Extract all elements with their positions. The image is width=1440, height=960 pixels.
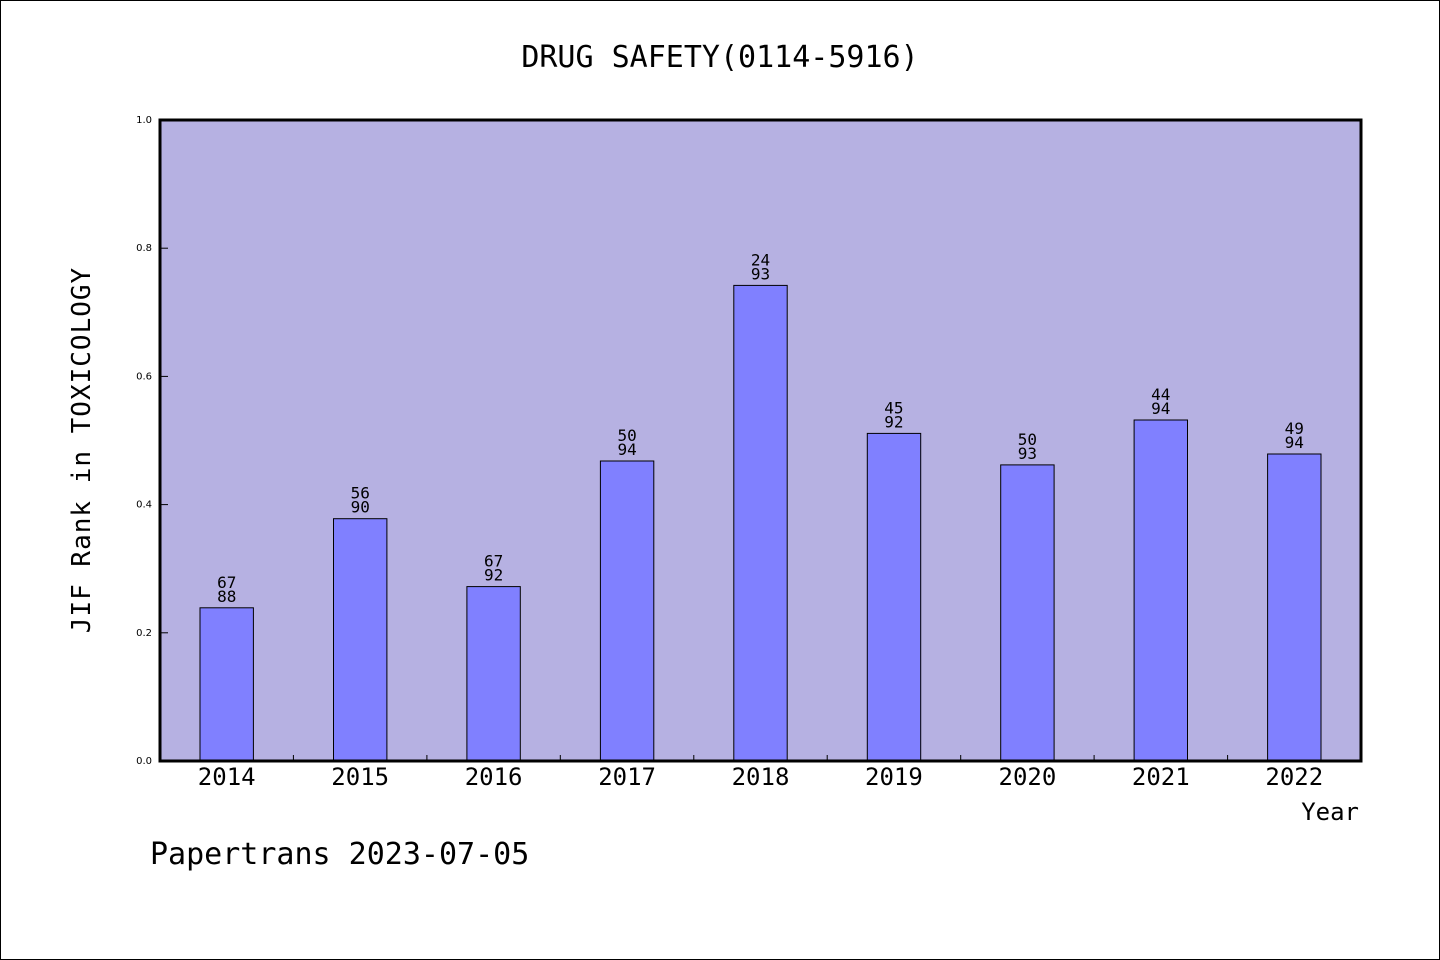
y-tick-0.0: 0.0 xyxy=(136,756,152,767)
bar-2015 xyxy=(333,518,388,762)
y-tick-0.2: 0.2 xyxy=(136,628,152,639)
rank-label-2022: 49 xyxy=(1285,419,1304,438)
x-tick-2015: 2015 xyxy=(331,763,389,791)
y-axis-label: JIF Rank in TOXICOLOGY xyxy=(67,267,97,633)
x-tick-2016: 2016 xyxy=(465,763,523,791)
total-label-2015: 90 xyxy=(351,498,370,517)
rank-label-2020: 50 xyxy=(1018,430,1037,449)
chart-title: DRUG SAFETY(0114-5916) xyxy=(521,40,918,75)
y-tick-0.8: 0.8 xyxy=(136,243,152,254)
y-tick-1.0: 1.0 xyxy=(136,115,152,126)
total-label-2016: 92 xyxy=(484,566,503,585)
y-tick-0.4: 0.4 xyxy=(136,500,152,511)
x-tick-2018: 2018 xyxy=(732,763,790,791)
total-label-2020: 93 xyxy=(1018,444,1037,463)
bar-2014 xyxy=(199,607,254,762)
footer-text: Papertrans 2023-07-05 xyxy=(150,837,529,872)
x-tick-2019: 2019 xyxy=(865,763,923,791)
x-tick-2017: 2017 xyxy=(598,763,656,791)
rank-label-2021: 44 xyxy=(1151,385,1170,404)
total-label-2014: 88 xyxy=(217,587,236,606)
bar-2022 xyxy=(1267,453,1322,762)
x-tick-2014: 2014 xyxy=(198,763,256,791)
total-label-2019: 92 xyxy=(884,412,903,431)
rank-label-2014: 67 xyxy=(217,573,236,592)
total-label-2022: 94 xyxy=(1285,433,1304,452)
rank-label-2019: 45 xyxy=(884,398,903,417)
total-label-2021: 94 xyxy=(1151,399,1170,418)
bar-2016 xyxy=(466,586,521,762)
bar-2020 xyxy=(1000,464,1055,762)
bar-2019 xyxy=(866,432,922,762)
axis-ticks: 2014 2015 2016 2017 2018 2019 2020 2021 2022 0.0 0… xyxy=(136,115,1323,791)
bar-2018 xyxy=(733,284,788,762)
plot-border xyxy=(158,118,1363,763)
x-tick-2022: 2022 xyxy=(1265,763,1323,791)
y-tick-0.6: 0.6 xyxy=(136,371,152,382)
total-label-2017: 94 xyxy=(617,440,636,459)
total-label-2018: 93 xyxy=(751,264,770,283)
rank-label-2018: 24 xyxy=(751,250,770,269)
bar-2017 xyxy=(599,460,655,762)
rank-label-2017: 50 xyxy=(617,426,636,445)
bar-2021 xyxy=(1133,419,1188,762)
rank-label-2016: 67 xyxy=(484,552,503,571)
rank-label-2015: 56 xyxy=(351,484,370,503)
x-tick-2021: 2021 xyxy=(1132,763,1190,791)
x-axis-label: Year xyxy=(1301,798,1359,826)
x-tick-2020: 2020 xyxy=(999,763,1057,791)
